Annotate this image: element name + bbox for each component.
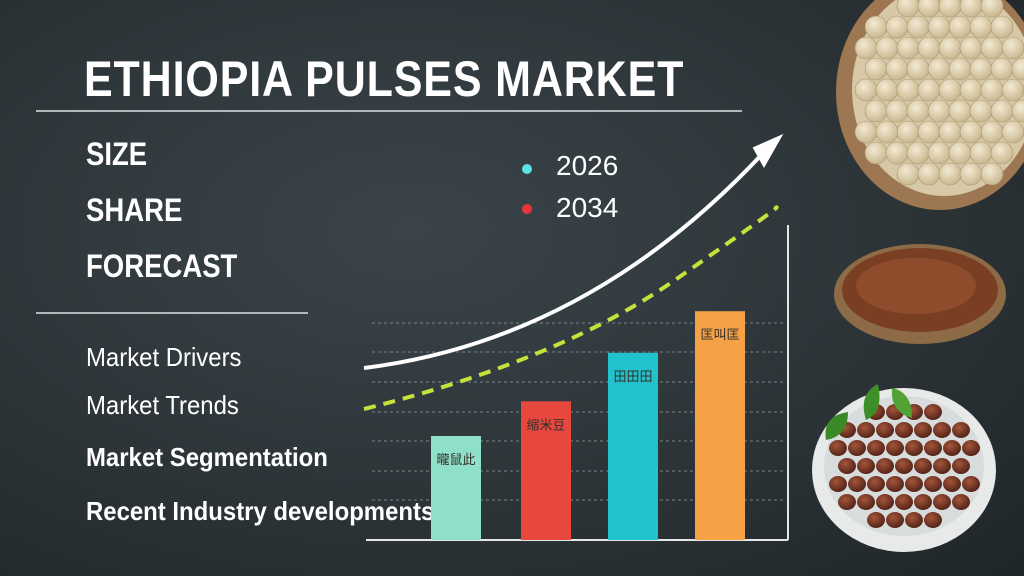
bar-label-4: 匡叫匡 [700, 328, 739, 343]
legend-label-2026: 2026 [556, 150, 619, 181]
legend-dot-2026 [522, 164, 532, 174]
bar-label-3: 田田田 [613, 370, 652, 385]
item-market-segmentation: Market Segmentation [86, 442, 328, 472]
topic-forecast: FORECAST [86, 248, 238, 284]
topics-divider [36, 312, 308, 314]
coffee-bean-bowl [812, 384, 996, 552]
item-recent-developments: Recent Industry developments [86, 496, 435, 526]
bar-label-1: 曨鼠此 [436, 452, 475, 468]
bar-3 [608, 352, 658, 540]
topic-share: SHARE [86, 192, 183, 228]
bar-2 [521, 401, 571, 540]
item-market-drivers: Market Drivers [86, 342, 242, 372]
item-market-trends: Market Trends [86, 390, 239, 420]
topic-size: SIZE [86, 136, 148, 172]
powder-dish [834, 244, 1006, 344]
bar-label-2: 缩米豆 [526, 417, 565, 433]
growth-arrow-head [752, 133, 784, 169]
forecast-trend-line [363, 205, 779, 411]
title-divider [36, 110, 742, 112]
chickpea-bowl [836, 0, 1024, 210]
bar-4 [695, 311, 745, 540]
bar-1 [431, 436, 481, 540]
growth-arrow-line [363, 148, 768, 370]
page-title: ETHIOPIA PULSES MARKET [84, 51, 685, 107]
legend-dot-2034 [522, 204, 532, 214]
legend-label-2034: 2034 [556, 192, 619, 223]
